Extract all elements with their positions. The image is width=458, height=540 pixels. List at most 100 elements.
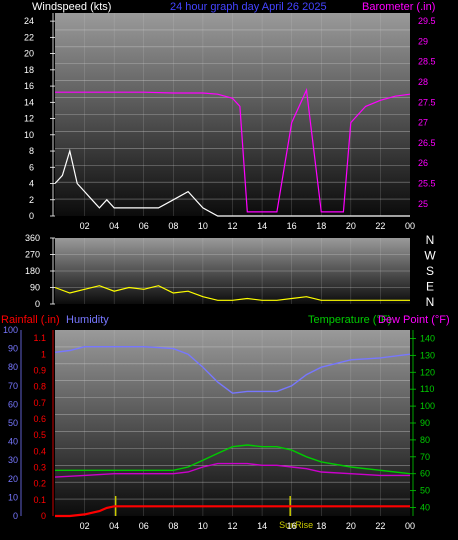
barometer-tick-label: 28: [418, 77, 428, 87]
barometer-tick-label: 26: [418, 158, 428, 168]
x-tick-label: 20: [346, 221, 356, 231]
x-tick-label: 10: [198, 221, 208, 231]
series-barometer-line: [55, 87, 411, 213]
humidity-axis-label: Humidity: [66, 314, 109, 326]
humidity-tick-label: 80: [8, 362, 18, 372]
barometer-tick-label: 27.5: [418, 97, 436, 107]
x-tick-label: 08: [168, 521, 178, 531]
barometer-tick-label: 25: [418, 199, 428, 209]
rainfall-axis-label: Rainfall (.in): [1, 314, 60, 326]
windspeed-tick-label: 10: [24, 130, 34, 140]
x-tick-label: 02: [80, 221, 90, 231]
humidity-tick-label: 70: [8, 381, 18, 391]
humidity-tick-label: 50: [8, 418, 18, 428]
barometer-tick-label: 25.5: [418, 179, 436, 189]
rainfall-tick-label: 0.2: [33, 479, 46, 489]
event-marker-label: SunRise: [279, 520, 313, 530]
temperature-tick-label: 80: [420, 435, 430, 445]
temperature-tick-label: 130: [420, 350, 435, 360]
temperature-tick-label: 120: [420, 367, 435, 377]
temperature-tick-label: 90: [420, 418, 430, 428]
windspeed-tick-label: 18: [24, 65, 34, 75]
temperature-tick-label: 100: [420, 401, 435, 411]
x-tick-label: 10: [198, 521, 208, 531]
series-rainfall-line: [55, 505, 410, 518]
humidity-tick-label: 10: [8, 492, 18, 502]
humidity-tick-label: 40: [8, 437, 18, 447]
x-tick-label: 20: [346, 521, 356, 531]
x-tick-label: 00: [405, 221, 415, 231]
windspeed-tick-label: 6: [29, 162, 34, 172]
humidity-tick-label: 60: [8, 399, 18, 409]
x-tick-label: 12: [227, 221, 237, 231]
barometer-tick-label: 29.5: [418, 16, 436, 26]
rainfall-tick-label: 0.6: [33, 414, 46, 424]
windspeed-axis-label: Windspeed (kts): [32, 1, 111, 13]
barometer-tick-label: 27: [418, 118, 428, 128]
temperature-tick-label: 40: [420, 503, 430, 513]
temperature-tick-label: 50: [420, 486, 430, 496]
rainfall-tick-label: 0.4: [33, 446, 46, 456]
humidity-tick-label: 20: [8, 474, 18, 484]
windspeed-tick-label: 12: [24, 114, 34, 124]
windspeed-tick-label: 14: [24, 97, 34, 107]
x-tick-label: 12: [227, 521, 237, 531]
series-dew-point-line: [54, 462, 410, 478]
barometer-tick-label: 29: [418, 36, 428, 46]
temperature-tick-label: 110: [420, 384, 434, 394]
x-tick-label: 00: [405, 521, 415, 531]
temperature-tick-label: 60: [420, 469, 430, 479]
series-humidity-line: [54, 346, 411, 394]
humidity-tick-label: 90: [8, 344, 18, 354]
chart-title: 24 hour graph day April 26 2025: [170, 1, 327, 13]
compass-label: N: [426, 233, 435, 247]
rainfall-tick-label: 0.5: [33, 430, 46, 440]
series-temperature-line: [55, 444, 411, 475]
rainfall-tick-label: 0.1: [33, 495, 46, 505]
x-tick-label: 14: [257, 521, 267, 531]
compass-label: E: [426, 280, 434, 294]
x-tick-label: 14: [257, 221, 267, 231]
rainfall-tick-label: 0.8: [33, 382, 46, 392]
humidity-tick-label: 0: [13, 511, 18, 521]
x-tick-label: 06: [139, 521, 149, 531]
compass-label: W: [424, 249, 436, 263]
temperature-tick-label: 70: [420, 452, 430, 462]
direction-tick-label: 0: [35, 299, 40, 309]
windspeed-tick-label: 16: [24, 81, 34, 91]
x-tick-label: 08: [168, 221, 178, 231]
rainfall-tick-label: 0.7: [33, 398, 46, 408]
x-tick-label: 22: [375, 521, 385, 531]
rainfall-tick-label: 0: [41, 511, 46, 521]
rainfall-tick-label: 1: [41, 349, 46, 359]
windspeed-tick-label: 24: [24, 16, 34, 26]
rainfall-tick-label: 0.3: [33, 462, 46, 472]
windspeed-tick-label: 20: [24, 49, 34, 59]
dewpoint-axis-label: Dew Point (°F): [378, 314, 450, 326]
rainfall-tick-label: 1.1: [33, 333, 46, 343]
compass-label: N: [426, 295, 435, 309]
barometer-axis-label: Barometer (.in): [362, 1, 435, 13]
rainfall-tick-label: 0.9: [33, 365, 46, 375]
temperature-axis-label: Temperature (°F): [308, 314, 391, 326]
compass-label: S: [426, 264, 434, 278]
temp-plot-area: [55, 330, 410, 516]
direction-tick-label: 360: [25, 233, 40, 243]
temperature-tick-label: 140: [420, 333, 435, 343]
barometer-tick-label: 26.5: [418, 138, 436, 148]
windspeed-tick-label: 22: [24, 32, 34, 42]
x-tick-label: 06: [139, 221, 149, 231]
series-windspeed-line: [54, 148, 410, 217]
humidity-tick-label: 100: [3, 325, 18, 335]
x-tick-label: 04: [109, 221, 119, 231]
direction-tick-label: 180: [25, 266, 40, 276]
direction-tick-label: 90: [30, 283, 40, 293]
windspeed-tick-label: 0: [29, 211, 34, 221]
x-tick-label: 18: [316, 521, 326, 531]
windspeed-tick-label: 2: [29, 195, 34, 205]
windspeed-tick-label: 4: [29, 179, 34, 189]
x-tick-label: 16: [287, 221, 297, 231]
wind-direction-line: [54, 285, 410, 301]
x-tick-label: 02: [80, 521, 90, 531]
